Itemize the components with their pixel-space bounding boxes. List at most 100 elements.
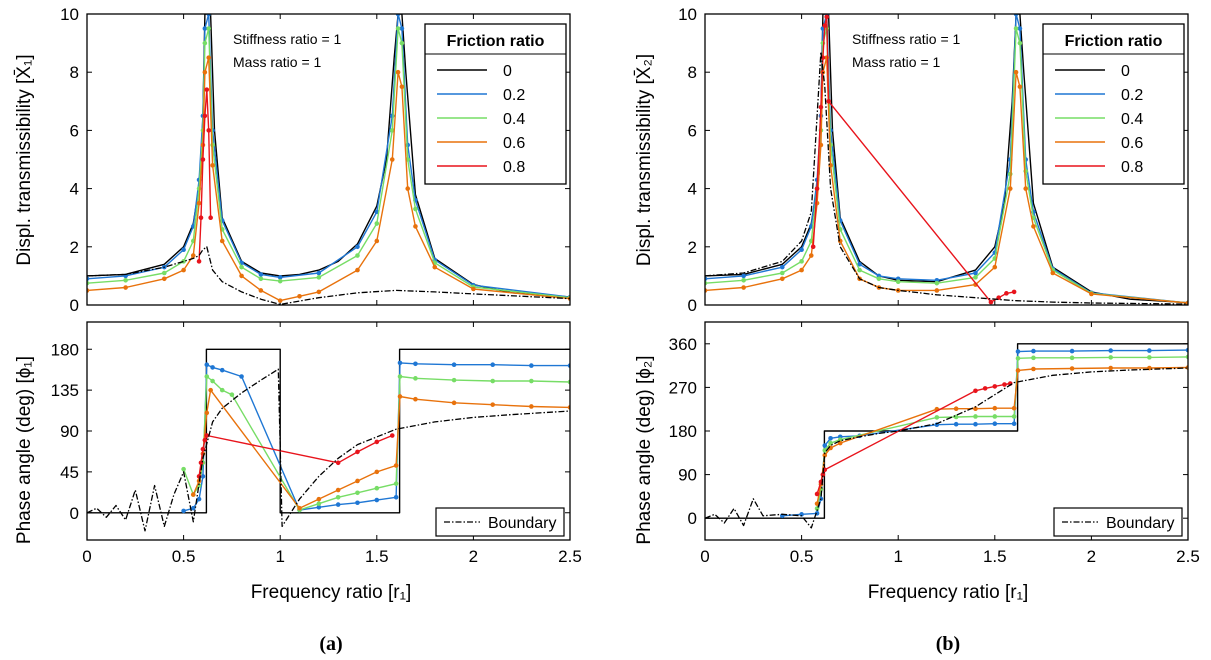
data-point — [741, 285, 746, 290]
data-point — [355, 478, 360, 484]
series-line-boundary — [705, 51, 1188, 305]
xlabel-b: Frequency ratio [r₁] — [868, 582, 1029, 603]
x-tick-label: 0.5 — [790, 547, 814, 566]
y-tick-label: 90 — [678, 466, 697, 485]
y-tick-label: 10 — [678, 5, 697, 24]
data-point — [973, 406, 978, 412]
data-point — [799, 267, 804, 273]
data-point — [196, 259, 202, 264]
data-point — [258, 276, 264, 282]
data-point — [335, 495, 341, 500]
data-point — [219, 367, 225, 373]
data-point — [826, 99, 831, 104]
data-point — [395, 26, 401, 31]
data-point — [161, 270, 167, 276]
plot-area-a-bottom — [87, 348, 570, 532]
x-tick-label: 2.5 — [1176, 547, 1200, 566]
data-point — [799, 259, 804, 264]
x-tick-label: 2.5 — [558, 547, 582, 566]
data-point — [1147, 355, 1152, 360]
legend-entry: 0.8 — [503, 159, 525, 176]
series-line-06 — [87, 57, 570, 302]
data-point — [1015, 349, 1021, 354]
series-line-0 — [87, 348, 570, 514]
series-line-0 — [705, 343, 1188, 519]
data-point — [1108, 355, 1114, 360]
data-point — [1017, 40, 1023, 46]
y-tick-label: 4 — [688, 180, 697, 199]
data-point — [204, 433, 210, 438]
legend-entry: 0.8 — [1121, 159, 1143, 176]
data-point — [876, 276, 882, 282]
x-tick-label: 2 — [1087, 547, 1096, 566]
data-point — [828, 435, 833, 441]
y-tick-label: 180 — [669, 422, 697, 441]
x-tick-label: 0 — [700, 547, 709, 566]
y-tick-label: 360 — [669, 335, 697, 354]
data-point — [355, 449, 360, 455]
data-point — [529, 363, 534, 368]
data-point — [374, 469, 380, 475]
data-point — [399, 26, 405, 31]
data-point — [1011, 414, 1017, 419]
chart-a-bottom: 0 0.5 1 1.5 2 2.5 0 45 90 135 180 Boundary — [51, 321, 582, 566]
data-point — [229, 392, 235, 397]
data-point — [779, 270, 785, 276]
data-point — [181, 508, 186, 514]
legend-entry: 0.4 — [1121, 111, 1143, 128]
data-point — [393, 481, 399, 486]
data-point — [208, 215, 213, 220]
legend-entry: 0.6 — [503, 135, 525, 152]
legend-box — [424, 23, 567, 185]
data-point — [973, 275, 978, 280]
y-tick-label: 90 — [60, 422, 79, 441]
y-tick-label: 0 — [688, 296, 697, 315]
data-point — [1050, 270, 1056, 276]
data-point — [992, 405, 998, 411]
data-point — [316, 496, 322, 502]
panel-label-a: (a) — [319, 633, 342, 655]
data-point — [992, 264, 998, 270]
y-tick-label: 2 — [688, 238, 697, 257]
data-point — [355, 253, 360, 258]
data-point — [818, 104, 824, 110]
data-point — [181, 466, 186, 472]
axes-frame-b-top — [704, 13, 1189, 306]
ylabel-a-top: Displ. transmissibility [X̄₁] — [14, 54, 35, 265]
data-point — [1007, 186, 1013, 191]
data-point — [277, 278, 283, 284]
data-point — [397, 374, 403, 379]
data-point — [822, 452, 828, 458]
data-point — [200, 446, 206, 452]
y-tick-label: 4 — [70, 180, 79, 199]
x-tick-label: 1.5 — [983, 547, 1007, 566]
data-point — [822, 23, 828, 28]
data-point — [405, 186, 411, 191]
data-point — [1031, 355, 1036, 361]
data-point — [824, 14, 830, 20]
data-point — [988, 299, 994, 305]
data-point — [277, 275, 283, 280]
chart-a-top: 0 2 4 6 8 10 Friction ratio 0 0.2 0.4 0.6 0.8 — [60, 5, 571, 315]
data-point — [196, 496, 202, 502]
data-point — [471, 286, 476, 292]
annotation-b-stiffness: Stiffness ratio = 1 — [852, 31, 961, 47]
data-point — [190, 253, 196, 258]
data-point — [992, 414, 998, 419]
data-point — [779, 276, 785, 282]
xlabel-a: Frequency ratio [r₁] — [251, 582, 412, 603]
annotation-b-mass: Mass ratio = 1 — [852, 54, 941, 70]
data-point — [206, 55, 212, 60]
data-point — [992, 384, 998, 389]
data-point — [1015, 368, 1021, 373]
legend-b-bottom: Boundary — [1053, 507, 1183, 537]
data-point — [490, 378, 496, 384]
data-point — [1108, 365, 1114, 371]
data-point — [1011, 421, 1017, 427]
data-point — [413, 376, 418, 381]
data-point — [1031, 348, 1036, 354]
data-point — [181, 267, 186, 273]
data-point — [1089, 291, 1094, 297]
panel-label-b: (b) — [936, 633, 960, 655]
axes-frame-a-top — [86, 13, 571, 306]
